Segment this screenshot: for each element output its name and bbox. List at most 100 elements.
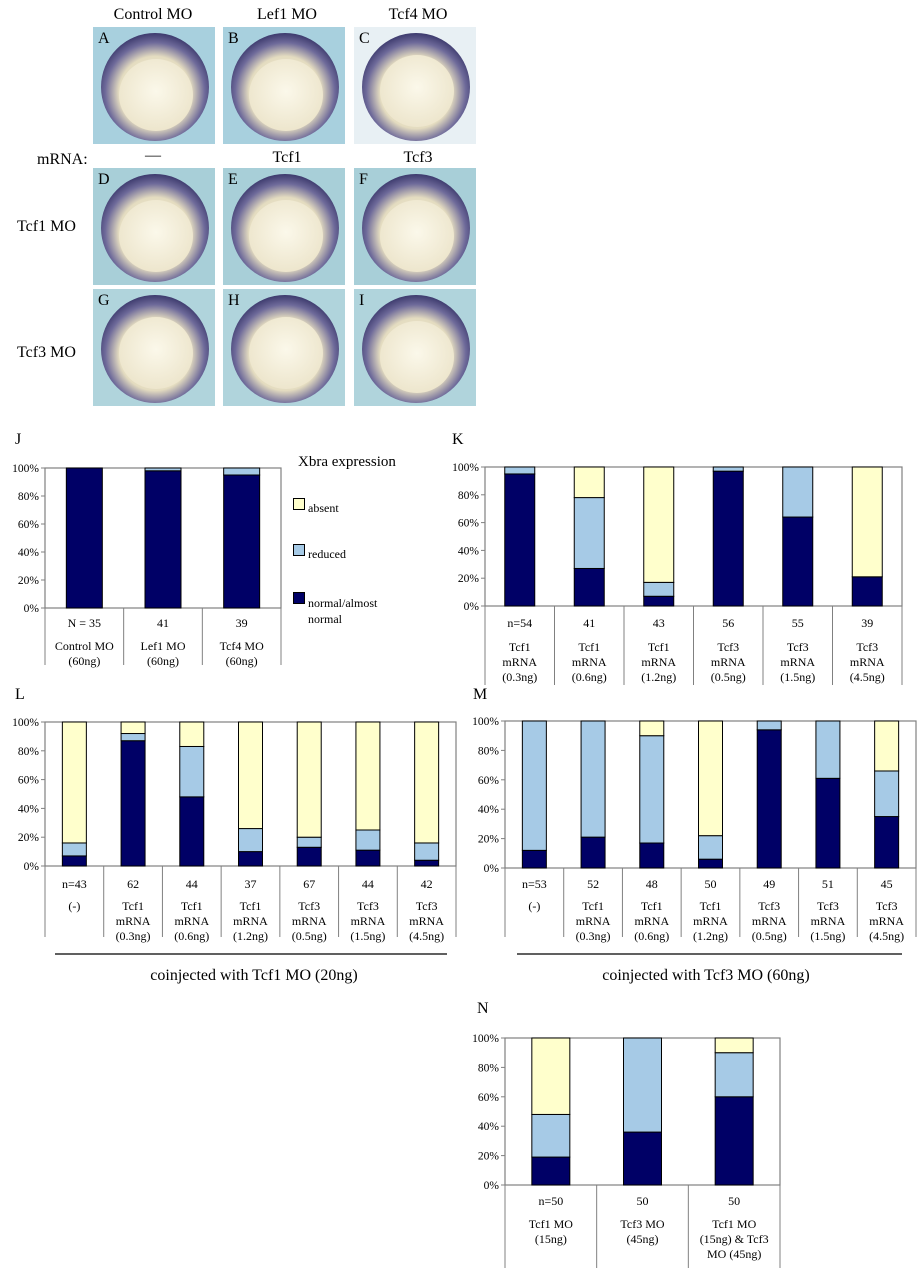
category-label: mRNA [116, 914, 151, 928]
bar-segment-normal [296, 846, 322, 867]
y-tick-label: 0% [484, 1180, 500, 1192]
category-label: (0.6ng) [634, 929, 669, 943]
category-label: mRNA [634, 914, 669, 928]
category-label: mRNA [752, 914, 787, 928]
n-label: N = 35 [68, 616, 101, 630]
bar-segment-normal [874, 816, 900, 869]
n-label: 41 [583, 616, 595, 630]
embryo-photo-c: C [354, 27, 476, 144]
category-label: Tcf1 [641, 899, 663, 913]
panel-letter: I [359, 292, 365, 309]
n-label: n=50 [538, 1194, 563, 1208]
bar-segment-absent [698, 720, 723, 837]
bar-segment-reduced [179, 745, 205, 798]
column-header-control-mo: Control MO [113, 6, 193, 23]
bar-segment-normal [851, 576, 883, 607]
category-label: Tcf3 [876, 899, 898, 913]
category-label: Tcf1 [648, 640, 670, 654]
category-label: Control MO [55, 639, 114, 653]
bar-segment-absent [714, 1037, 754, 1054]
plot-frame [484, 466, 903, 607]
bar-segment-absent [61, 721, 87, 844]
bar-segment-normal [712, 470, 744, 607]
panel-letter: D [98, 171, 110, 188]
category-label: (0.5ng) [711, 670, 746, 684]
bar-segment-normal [414, 859, 440, 867]
legend-label-normal: normal/almost normal [308, 596, 378, 626]
category-label: (-) [68, 899, 80, 913]
mrna-header-tcf1: Tcf1 [272, 149, 302, 166]
bar-segment-normal [120, 740, 146, 867]
bar-segment-absent [639, 720, 665, 737]
category-label: (1.5ng) [810, 929, 845, 943]
bar-segment-normal [144, 470, 182, 609]
y-tick-label: 60% [18, 775, 40, 787]
y-tick-label: 100% [12, 717, 39, 729]
category-label: Tcf1 MO [712, 1217, 756, 1231]
category-label: (0.3ng) [502, 670, 537, 684]
embryo-photo-e: E [223, 168, 345, 285]
category-label: (0.6ng) [174, 929, 209, 943]
y-tick-label: 40% [458, 545, 480, 557]
y-tick-label: 80% [478, 1062, 500, 1074]
panel-letter-j: J [15, 431, 21, 448]
legend-swatch-normal [293, 592, 305, 604]
panel-letter-k: K [452, 431, 464, 448]
bar-segment-normal [573, 567, 605, 607]
y-tick-label: 20% [458, 573, 480, 585]
bar-segment-reduced [61, 842, 87, 857]
legend-swatch-reduced [293, 544, 305, 556]
bar-segment-reduced [223, 467, 261, 476]
bar-segment-reduced [698, 835, 723, 860]
embryo-photo-g: G [93, 289, 215, 406]
n-label: 48 [646, 877, 658, 891]
column-header-tcf4-mo: Tcf4 MO [388, 6, 448, 23]
y-tick-label: 0% [464, 601, 480, 613]
bar-segment-reduced [623, 1037, 662, 1133]
category-label: mRNA [409, 914, 444, 928]
category-label: mRNA [869, 914, 904, 928]
y-tick-label: 20% [18, 575, 40, 587]
category-label: (0.5ng) [752, 929, 787, 943]
bar-segment-normal [639, 842, 665, 869]
bar-segment-absent [414, 721, 440, 844]
bar-segment-normal [504, 473, 536, 607]
category-label: mRNA [351, 914, 386, 928]
bar-segment-reduced [238, 828, 263, 853]
n-label: 39 [236, 616, 248, 630]
y-tick-label: 60% [478, 1092, 500, 1104]
bar-segment-absent [120, 721, 146, 735]
bar-segment-normal [643, 595, 675, 607]
n-label: 50 [728, 1194, 740, 1208]
mrna-header-tcf3: Tcf3 [403, 149, 433, 166]
bar-segment-reduced [144, 467, 182, 472]
y-tick-label: 40% [18, 803, 40, 815]
bar-segment-normal [65, 467, 103, 609]
category-label: (4.5ng) [869, 929, 904, 943]
category-label: mRNA [502, 655, 537, 669]
y-tick-label: 40% [18, 547, 40, 559]
bar-segment-normal [756, 729, 782, 869]
bar-segment-reduced [643, 581, 675, 597]
bar-segment-absent [355, 721, 381, 831]
category-label: mRNA [850, 655, 885, 669]
row-label-tcf3-mo: Tcf3 MO [17, 344, 76, 361]
n-label: 42 [421, 877, 433, 891]
panel-letter: F [359, 171, 368, 188]
category-label: Lef1 MO [141, 639, 186, 653]
bar-segment-reduced [521, 720, 547, 851]
chart-caption: coinjected with Tcf3 MO (60ng) [602, 967, 809, 984]
y-tick-label: 20% [18, 832, 40, 844]
category-label: Tcf1 [181, 899, 203, 913]
category-label: Tcf1 [122, 899, 144, 913]
y-tick-label: 40% [478, 1121, 500, 1133]
category-label: (60ng) [68, 654, 100, 668]
panel-letter: C [359, 30, 370, 47]
mrna-label: mRNA: [37, 151, 88, 168]
bar-segment-reduced [355, 829, 381, 851]
category-label: (1.5ng) [350, 929, 385, 943]
bar-segment-normal [698, 858, 723, 869]
y-tick-label: 20% [478, 834, 500, 846]
bar-segment-reduced [120, 733, 146, 742]
